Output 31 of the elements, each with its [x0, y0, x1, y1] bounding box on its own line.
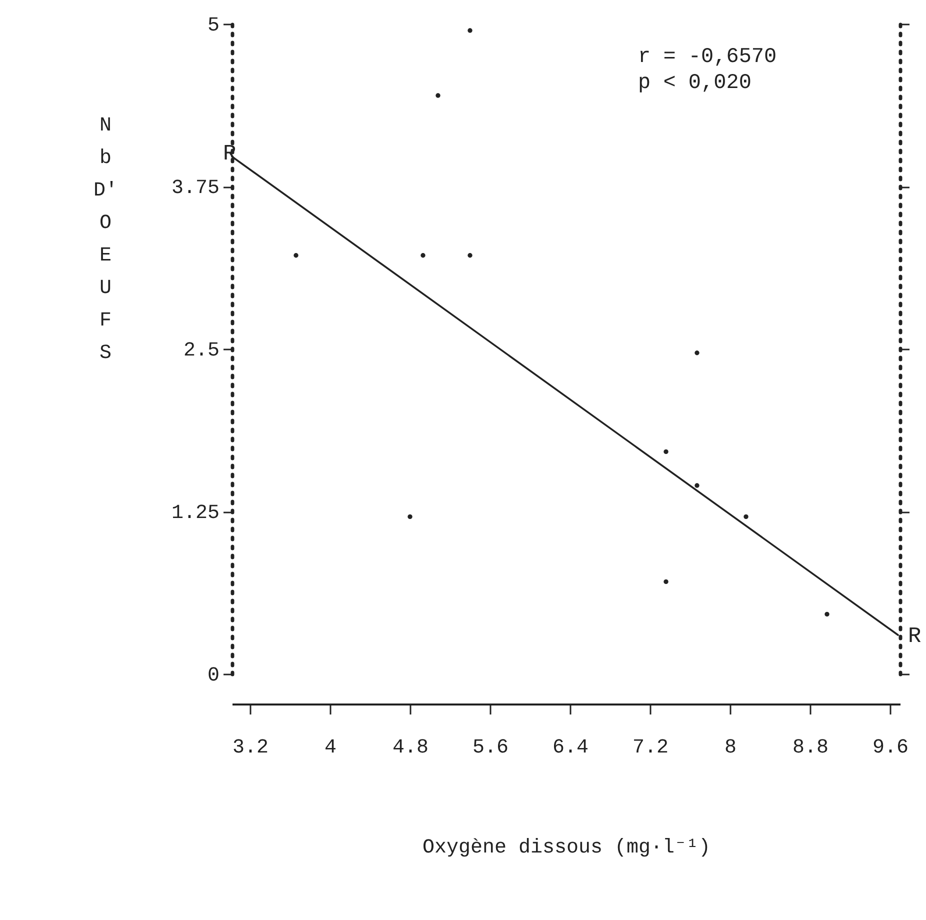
- annotation: R: [908, 624, 922, 649]
- y-axis-title: Nb D'OEUFS: [93, 114, 118, 365]
- x-tick-label: 8.8: [792, 736, 829, 760]
- y-tick-label: 5: [207, 14, 220, 38]
- point: [468, 28, 472, 33]
- annotation: r = -0,6570: [638, 46, 777, 69]
- x-tick-label: 5.6: [472, 736, 509, 760]
- point: [824, 612, 830, 617]
- x-tick-label: 8: [724, 736, 737, 760]
- point: [294, 253, 298, 258]
- y-tick-label: 3.75: [171, 177, 220, 200]
- annotation: p < 0,020: [638, 72, 752, 95]
- x-axis-title: Oxygène dissous (mg·l⁻¹): [422, 836, 711, 860]
- point: [436, 93, 440, 98]
- x-tick-label: 7.2: [632, 736, 669, 760]
- y-tick-label: 0: [207, 664, 220, 688]
- y-tick-label: 2.5: [183, 340, 220, 362]
- x-tick-label: 6.4: [552, 736, 589, 760]
- point: [694, 483, 700, 488]
- point: [694, 350, 700, 356]
- point: [468, 253, 472, 258]
- point: [664, 579, 668, 584]
- point: [664, 449, 668, 454]
- point: [744, 514, 748, 520]
- x-tick-label: 3.2: [232, 736, 269, 760]
- y-tick-label: 1.25: [171, 502, 220, 525]
- x-tick-label: 4.8: [392, 736, 429, 760]
- x-tick-label: 4: [324, 736, 337, 760]
- point: [408, 514, 412, 520]
- x-tick-label: 9.6: [872, 736, 909, 760]
- point: [420, 253, 426, 258]
